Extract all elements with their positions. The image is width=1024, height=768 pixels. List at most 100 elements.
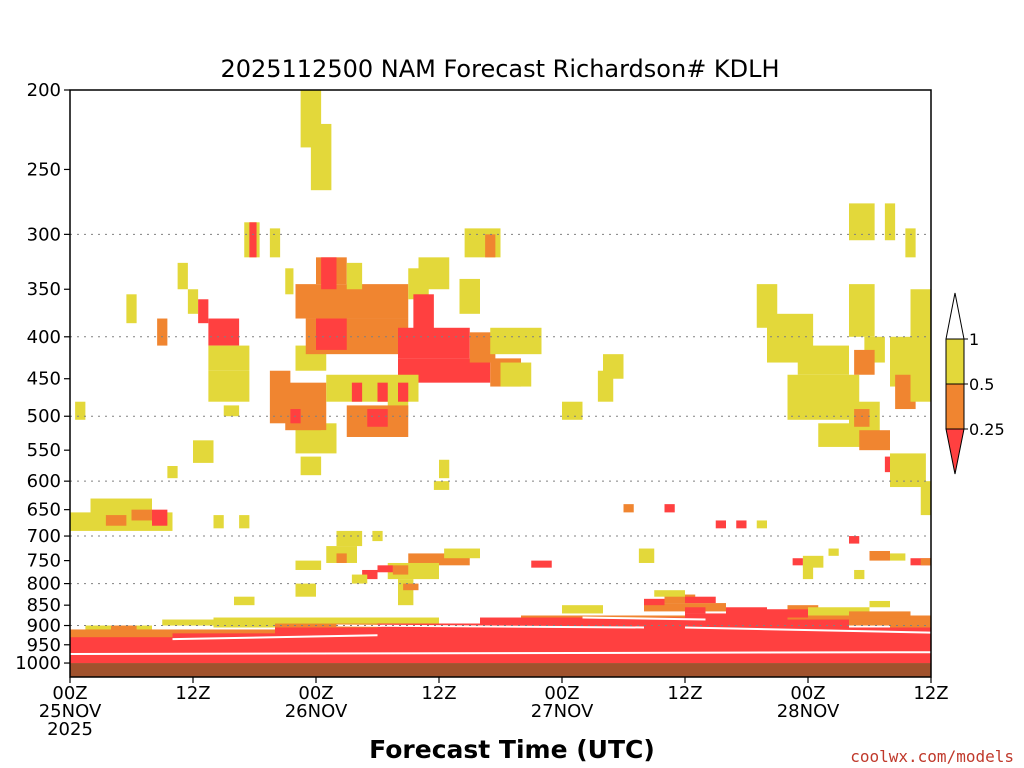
ri-cell [444,548,480,559]
ri-cell [726,609,808,618]
ri-cell [157,318,168,346]
colorbar-legend: 1 0.5 0.25 [945,292,1005,475]
ri-cell [377,382,388,402]
colorbar-bottom-triangle [945,428,965,475]
ri-cell [792,558,803,566]
x-tick-label: 12Z [913,683,948,704]
x-tick-label: 12Z [421,683,456,704]
x-tick-label: 00Z [52,683,87,704]
ri-cell [439,459,450,479]
ri-cell [310,123,332,191]
ri-cell [403,583,419,591]
ri-cell [459,278,480,314]
ri-cell [413,294,434,337]
ri-cell [105,515,127,526]
colorbar-bin [945,338,965,385]
boundary-streak [69,651,932,656]
ri-cell [126,294,137,324]
ri-cell [208,318,240,346]
boundary-streak [684,626,932,634]
ri-cell [351,382,363,402]
x-tick-label: 28NOV [777,701,840,722]
ri-cell [890,336,911,387]
ri-cell [208,370,250,402]
ri-cell [664,594,696,604]
ri-cell [802,555,824,568]
ri-cell [644,598,665,606]
plot-frame [69,89,932,678]
ri-cell [603,354,624,379]
ri-cell [787,605,819,614]
ri-cell [162,619,214,626]
ri-cell [152,509,168,526]
ri-cell [849,536,860,544]
ri-cell [321,257,337,290]
ri-cell [854,569,865,580]
ri-cell [172,633,275,655]
y-tick-label: 950 [27,635,61,656]
ri-cell [398,579,414,606]
y-tick-label: 450 [27,369,61,390]
y-tick-label: 600 [27,471,61,492]
ri-cell [295,560,322,570]
y-tick-label: 350 [27,279,61,300]
ri-cell [869,550,890,561]
ri-cell [920,481,931,516]
ri-cell [223,405,240,417]
ri-cell [797,345,849,375]
ri-cell [351,574,368,584]
richardson-cells [69,90,932,677]
y-tick-label: 400 [27,327,61,348]
ri-cell [377,565,393,573]
ri-cell [295,284,409,319]
ri-cell [884,203,896,241]
x-tick-label: 12Z [175,683,210,704]
ri-cell [433,481,450,490]
ri-cell [70,637,173,655]
ri-cell [295,583,316,597]
ri-cell [392,565,409,575]
ri-cell [715,520,726,529]
colorbar-top-triangle [945,292,965,340]
ri-cell [285,268,294,295]
ri-cell [910,289,931,402]
ri-cell [562,401,583,420]
x-tick-label: 00Z [790,683,825,704]
ri-cell [828,548,839,556]
ri-cell [269,228,281,258]
y-tick-label: 500 [27,406,61,427]
ri-cell [418,257,450,290]
x-tick-label: 26NOV [285,701,348,722]
ri-cell [177,262,188,290]
ri-cell [131,509,152,521]
y-tick-label: 550 [27,440,61,461]
ri-cell [198,299,209,324]
ri-cell [890,617,931,628]
colorbar-label: 1 [969,330,979,349]
ri-cell [193,440,214,463]
y-tick-label: 1000 [15,653,61,674]
ri-cell [685,596,716,604]
ri-cell [336,553,347,563]
x-tick-label: 00Z [544,683,579,704]
ri-cell [234,596,255,606]
ri-cell [787,619,849,655]
ri-cell [239,515,250,529]
ri-cell [562,605,603,614]
ri-cell [372,530,383,542]
ri-cell [756,520,767,529]
ri-cell [300,456,322,476]
y-tick-label: 200 [27,80,61,101]
y-tick-label: 650 [27,500,61,521]
y-tick-label: 750 [27,551,61,572]
ri-cell [644,603,726,612]
ri-cell [623,504,634,513]
credit-link[interactable]: coolwx.com/models [850,747,1014,766]
ri-cell [854,349,875,375]
ri-cell [859,430,890,451]
ri-cell [269,370,291,424]
ri-cell [408,553,470,566]
ri-cell [362,569,378,580]
ri-cell [377,623,480,655]
ri-cell [213,515,224,529]
